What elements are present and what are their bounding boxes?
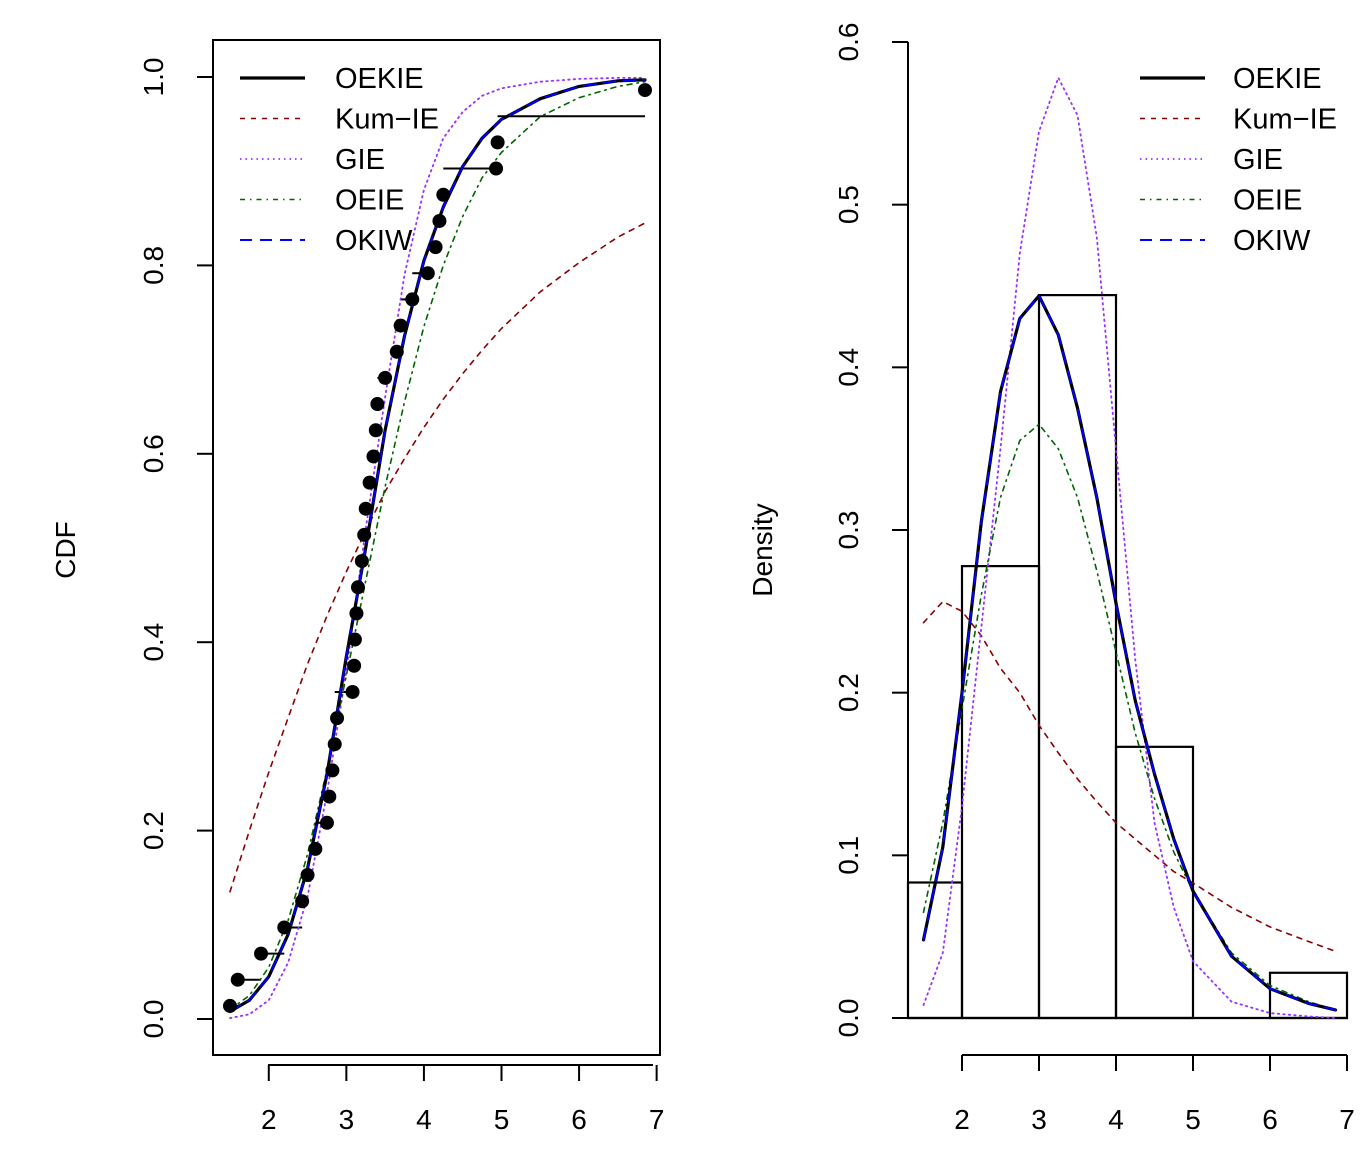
legend-label: OKIW [1233, 225, 1311, 257]
x-tick-label: 4 [1108, 1104, 1124, 1135]
histogram-bar [1114, 745, 1195, 1020]
series-line-oeie [922, 423, 1337, 1011]
y-tick-label: 0.6 [138, 434, 169, 473]
y-tick-label: 0.0 [138, 1000, 169, 1039]
legend-label: OKIW [335, 225, 413, 257]
histogram-bar [906, 881, 964, 1020]
x-tick-label: 2 [261, 1104, 277, 1135]
legend-label: Kum−IE [1233, 104, 1337, 136]
x-tick-label: 4 [416, 1104, 432, 1135]
plot-frame [212, 39, 661, 1056]
y-axis-label: Density [747, 503, 778, 596]
series-line-oekie [921, 294, 1338, 1012]
legend: OEKIE Kum−IE GIE OEIE OKIW [1140, 63, 1337, 257]
legend-label: OEIE [335, 185, 404, 217]
histogram-bar [960, 565, 1041, 1020]
ecdf-point [277, 920, 292, 935]
ecdf-point [223, 998, 237, 1013]
ecdf-point [347, 658, 362, 673]
cdf-panel: 2 3 4 5 6 7 0.0 0.2 0.4 0.6 0.8 1.0 CDF OEKIE Kum−IE GI… [50, 39, 665, 1135]
y-tick-label: 0.4 [138, 623, 169, 662]
series-line-kumie [229, 222, 646, 893]
ecdf-point [357, 527, 372, 542]
ecdf-point [428, 240, 443, 255]
y-tick-label: 0.6 [833, 23, 864, 62]
series-line-kumie [922, 600, 1337, 953]
x-tick-label: 5 [494, 1104, 510, 1135]
density-panel: 2 3 4 5 6 7 0.0 0.1 0.2 0.3 0.4 0.5 0.6 Density OEKIE K… [747, 23, 1355, 1135]
ecdf-point [354, 554, 369, 569]
ecdf-point [322, 789, 337, 804]
x-tick-label: 3 [339, 1104, 355, 1135]
ecdf-point [358, 501, 373, 516]
x-tick-label: 7 [649, 1104, 665, 1135]
y-tick-label: 0.4 [833, 348, 864, 387]
ecdf-point [325, 763, 340, 778]
ecdf-point [347, 632, 362, 647]
ecdf-point [638, 83, 652, 98]
ecdf-point [490, 135, 505, 150]
legend-label: GIE [1233, 144, 1283, 176]
ecdf-point [432, 213, 447, 228]
ecdf-point [345, 684, 360, 699]
y-tick-label: 0.2 [138, 811, 169, 850]
y-tick-label: 0.3 [833, 511, 864, 550]
series-line-gie [229, 77, 646, 1019]
series-line-oeie [229, 80, 646, 1011]
ecdf-point [254, 946, 269, 961]
y-tick-label: 0.5 [833, 185, 864, 224]
x-tick-label: 2 [954, 1104, 970, 1135]
ecdf-point [436, 187, 451, 202]
ecdf-point [405, 292, 420, 307]
y-tick-label: 0.1 [833, 836, 864, 875]
ecdf-point [300, 868, 315, 883]
legend-label: OEKIE [335, 63, 424, 95]
x-tick-label: 6 [1262, 1104, 1278, 1135]
ecdf-point [389, 344, 404, 359]
ecdf-point [393, 318, 408, 333]
x-tick-label: 7 [1339, 1104, 1355, 1135]
y-tick-label: 1.0 [138, 58, 169, 97]
y-axis-label: CDF [50, 521, 81, 579]
x-tick-label: 3 [1031, 1104, 1047, 1135]
legend-label: Kum−IE [335, 104, 439, 136]
legend-label: OEKIE [1233, 63, 1322, 95]
ecdf-point [295, 894, 310, 909]
legend-label: GIE [335, 144, 385, 176]
series-line-okiw [229, 78, 646, 1013]
series-line-okiw [922, 294, 1337, 1011]
x-tick-label: 6 [571, 1104, 587, 1135]
ecdf-point [366, 449, 381, 464]
ecdf-point [230, 972, 245, 987]
y-tick-label: 0.0 [833, 999, 864, 1038]
ecdf-point [308, 841, 323, 856]
x-tick-label: 5 [1185, 1104, 1201, 1135]
ecdf-point [489, 161, 504, 176]
series-line-gie [922, 76, 1337, 1019]
y-tick-label: 0.8 [138, 246, 169, 285]
ecdf-point [330, 711, 345, 726]
ecdf-point [378, 370, 393, 385]
ecdf-point [368, 423, 383, 438]
ecdf-point [370, 397, 385, 412]
y-tick-label: 0.2 [833, 673, 864, 712]
legend: OEKIE Kum−IE GIE OEIE OKIW [240, 63, 439, 257]
ecdf-point [327, 737, 342, 752]
ecdf-point [420, 266, 435, 281]
ecdf-point [350, 580, 365, 595]
ecdf-point [319, 815, 334, 830]
ecdf-point [349, 606, 364, 621]
legend-label: OEIE [1233, 185, 1302, 217]
ecdf-point [362, 475, 377, 490]
